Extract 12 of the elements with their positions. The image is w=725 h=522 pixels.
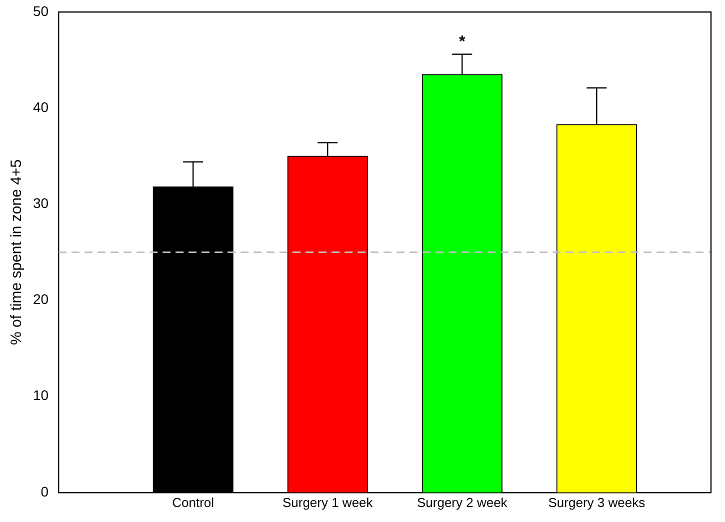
y-axis-title: % of time spent in zone 4+5	[8, 159, 26, 345]
y-tick-label: 30	[32, 195, 49, 212]
annotation: *	[459, 33, 466, 50]
x-tick-label: Surgery 1 week	[282, 494, 374, 510]
y-tick-label: 40	[32, 98, 49, 115]
x-tick-label: Control	[172, 494, 214, 510]
y-tick-label: 0	[40, 483, 49, 500]
y-tick-label: 20	[32, 291, 49, 308]
y-tick-label: 50	[32, 2, 49, 19]
x-tick-label: Surgery 2 week	[416, 494, 508, 510]
y-tick-label: 10	[32, 387, 49, 404]
x-tick-label: Surgery 3 weeks	[548, 494, 646, 510]
